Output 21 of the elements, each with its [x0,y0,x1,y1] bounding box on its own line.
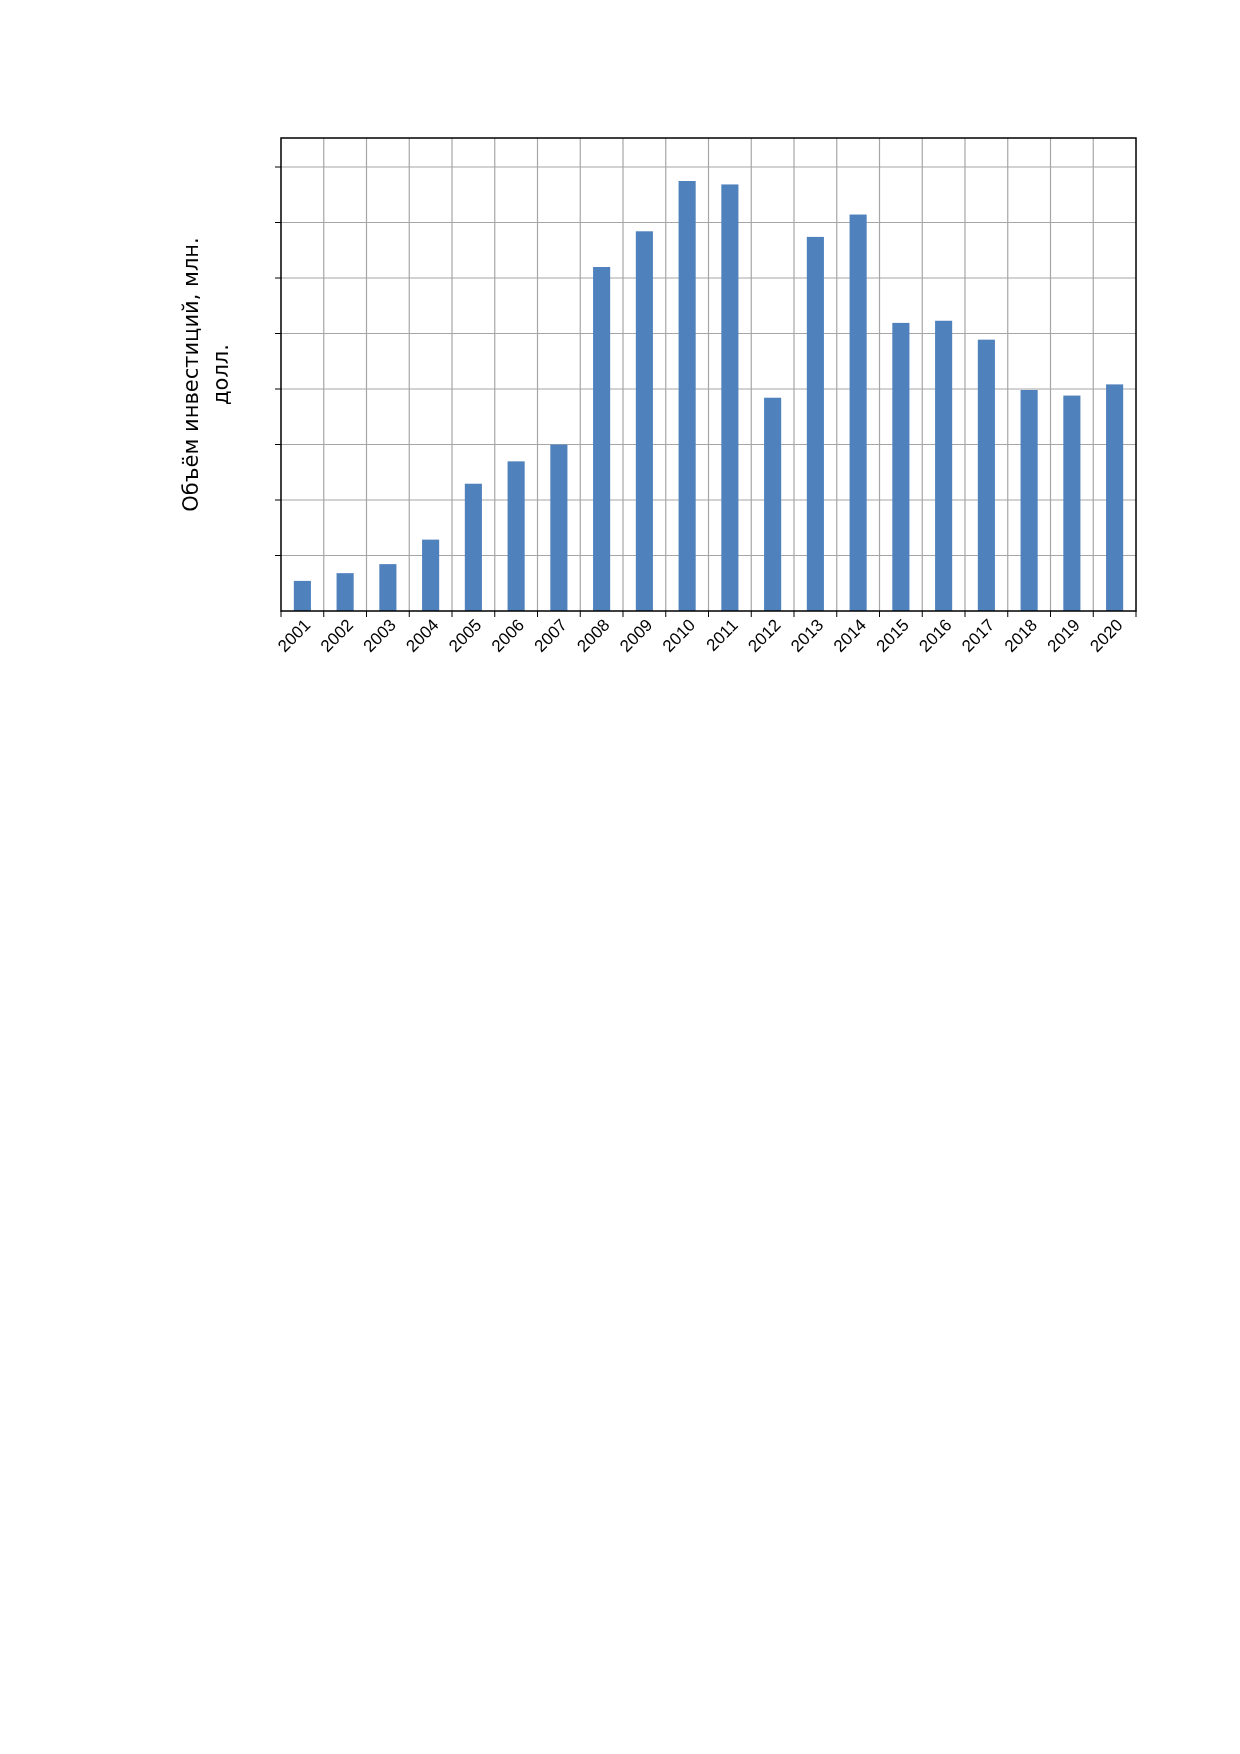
bar [593,267,611,611]
y-axis-title: Объём инвестиций, млн. долл. [179,237,233,512]
bar [1063,395,1081,611]
bar [550,444,568,611]
bar [678,181,696,611]
bar [1020,389,1038,611]
bar [764,397,782,611]
bar [935,320,953,611]
bar [892,322,910,611]
bar [806,236,824,611]
bar [379,564,397,611]
bar [464,483,482,611]
bar [1106,384,1124,611]
bar [336,573,354,611]
bar [849,214,867,611]
bar [422,539,440,611]
bar [977,339,995,611]
bar [721,184,739,611]
bar [507,461,525,611]
bar [635,231,653,611]
bar [293,580,311,611]
